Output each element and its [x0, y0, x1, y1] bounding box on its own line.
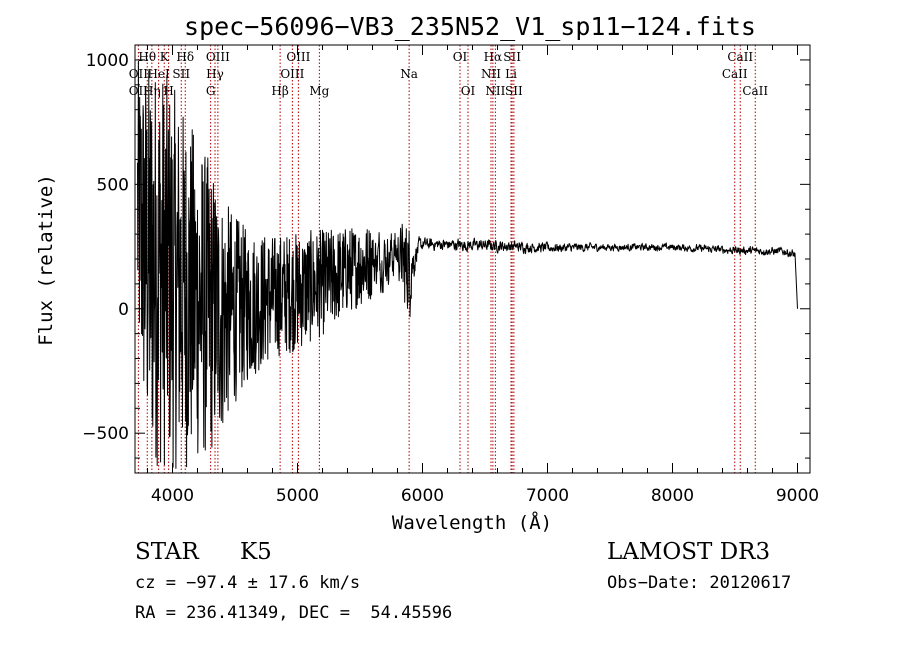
object-subclass: K5 — [240, 539, 272, 565]
flux-series-layer — [137, 60, 798, 469]
spectral-line-label: Hδ — [176, 50, 194, 64]
chart-title: spec−56096−VB3_235N52_V1_sp11−124.fits — [184, 12, 756, 41]
observation-date: Obs−Date: 20120617 — [607, 573, 792, 593]
x-tick-label: 8000 — [651, 486, 694, 506]
spectral-line-label: Hθ — [138, 50, 156, 64]
spectral-line-label: OI — [461, 84, 476, 98]
spectral-line-label: HeI — [147, 67, 170, 81]
spectral-line-label: CaII — [742, 84, 768, 98]
spectral-line-label: Hα — [484, 50, 503, 64]
object-class: STAR — [135, 539, 199, 565]
coordinates-readout: RA = 236.41349, DEC = 54.45596 — [135, 603, 453, 623]
y-tick-label: 0 — [118, 300, 129, 320]
spectral-line-label: OIII — [286, 50, 310, 64]
spectral-line-label: CaII — [722, 67, 748, 81]
spectral-line-label: Li — [505, 67, 517, 81]
x-tick-label: 4000 — [151, 486, 194, 506]
spectral-line-label: Mg — [309, 84, 329, 98]
spectral-line-label: Hη — [143, 84, 161, 98]
spectral-line-label: Hβ — [271, 84, 288, 98]
x-axis-label: Wavelength (Å) — [392, 511, 552, 534]
x-tick-label: 9000 — [776, 486, 819, 506]
spectral-line-label: NII — [485, 84, 505, 98]
spectral-line-label: G — [206, 84, 216, 98]
x-tick-label: 5000 — [276, 486, 319, 506]
spectral-line-label: K — [160, 50, 170, 64]
redshift-readout: cz = −97.4 ± 17.6 km/s — [135, 573, 361, 593]
spectral-line-label: OIII — [206, 50, 230, 64]
y-tick-label: 500 — [97, 175, 129, 195]
axis-ticks-layer: 4000 5000 6000 7000 8000 9000 −500 0 500 1000 — [82, 45, 819, 506]
y-tick-label: −500 — [82, 424, 129, 444]
survey-name: LAMOST DR3 — [607, 539, 771, 565]
spectral-line-label: OIII — [280, 67, 304, 81]
flux-line — [137, 60, 798, 469]
spectral-line-label: SII — [503, 50, 521, 64]
x-tick-label: 7000 — [526, 486, 569, 506]
spectral-line-label: NII — [481, 67, 501, 81]
y-tick-label: 1000 — [86, 51, 129, 71]
spectral-line-label: Hγ — [206, 67, 224, 81]
x-tick-label: 6000 — [401, 486, 444, 506]
spectral-line-label: SII — [505, 84, 523, 98]
spectral-line-label: Na — [400, 67, 418, 81]
spectral-line-label: H — [163, 84, 173, 98]
spectral-line-label: SII — [172, 67, 190, 81]
spectral-line-label: CaII — [727, 50, 753, 64]
spectral-line-label: OI — [453, 50, 468, 64]
y-axis-label: Flux (relative) — [35, 174, 57, 346]
